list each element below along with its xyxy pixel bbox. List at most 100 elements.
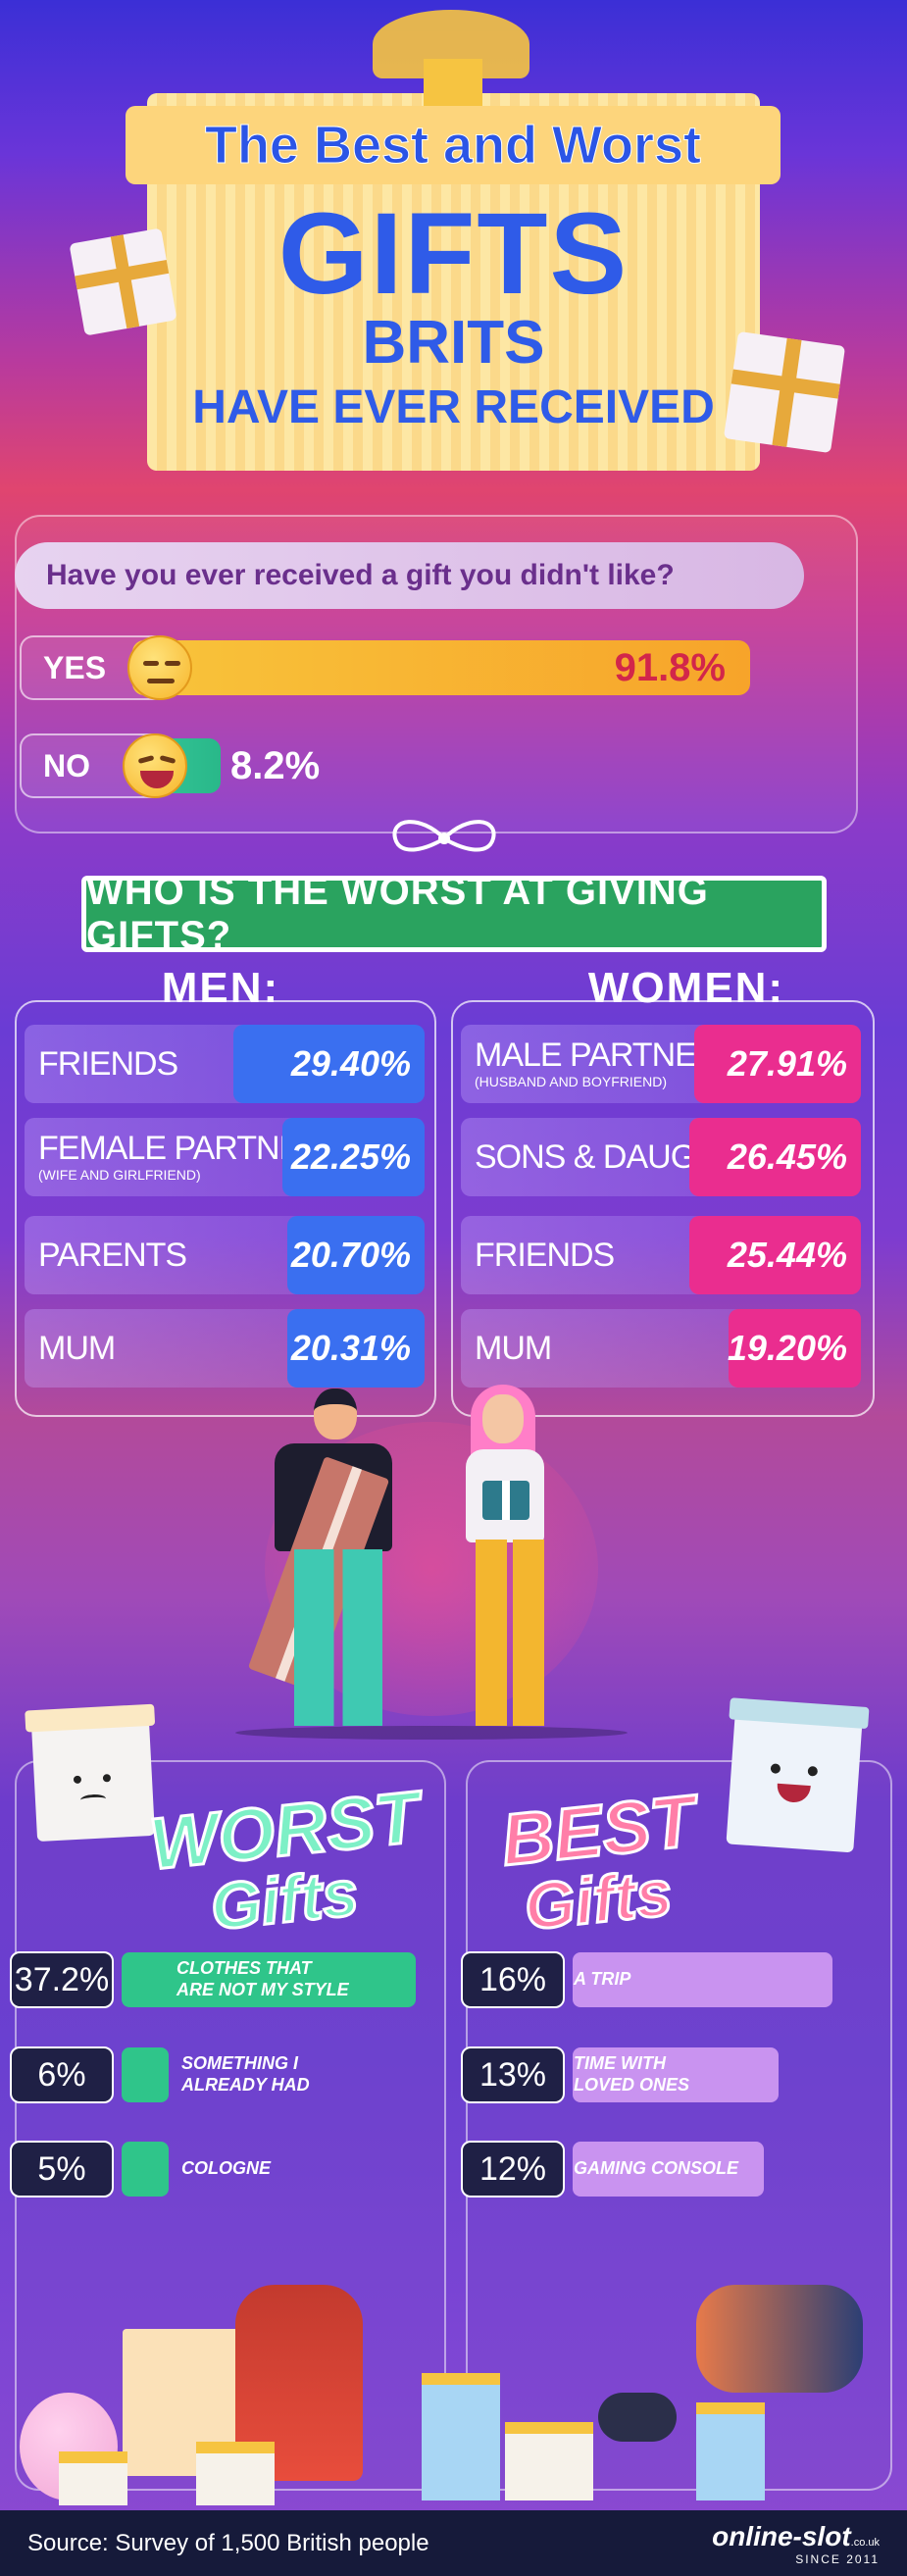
women-row: SONS & DAUGHTERS 26.45% [461, 1118, 861, 1196]
couple-illustration [696, 2285, 863, 2393]
gift-pile-illustration [20, 2285, 882, 2505]
source-text: Source: Survey of 1,500 British people [27, 2529, 429, 2556]
woman-head [482, 1394, 524, 1443]
title-line-4: HAVE EVER RECEIVED [192, 381, 715, 433]
worst_gifts-stat-bar [122, 1952, 416, 2007]
men-row-value: 22.25% [282, 1118, 425, 1196]
men-row-label: FEMALE PARTNER (WIFE AND GIRLFRIEND) [38, 1118, 325, 1196]
men-row: FRIENDS 29.40% [25, 1025, 425, 1103]
women-row-value: 19.20% [728, 1309, 861, 1388]
men-row-label: PARENTS [38, 1216, 187, 1294]
best_gifts-stat-label: GAMING CONSOLE [574, 2157, 738, 2179]
women-row: FRIENDS 25.44% [461, 1216, 861, 1294]
men-row-label: FRIENDS [38, 1025, 178, 1103]
best_gifts-stat-bar [573, 2142, 764, 2197]
women-row: MUM 19.20% [461, 1309, 861, 1388]
men-row-label-text: FRIENDS [38, 1045, 178, 1083]
men-row: MUM 20.31% [25, 1309, 425, 1388]
men-row-label-text: MUM [38, 1330, 116, 1367]
best_gifts-stat-value: 12% [461, 2141, 565, 2197]
survey-question: Have you ever received a gift you didn't… [15, 542, 804, 609]
worst-givers-header: WHO IS THE WORST AT GIVING GIFTS? [81, 870, 827, 957]
brand-tld: .co.uk [850, 2536, 880, 2549]
women-row-label: FRIENDS [475, 1216, 615, 1294]
neutral-face-icon [127, 635, 192, 700]
worst_gifts-stat-label: CLOTHES THAT ARE NOT MY STYLE [176, 1957, 349, 2000]
women-row-label-text: MUM [475, 1330, 552, 1367]
men-row-value: 20.31% [287, 1309, 425, 1388]
happy-gift-box-icon [726, 1697, 870, 1853]
yes-bar [132, 640, 750, 695]
worst-gifts-title: WORST Gifts [127, 1774, 441, 1945]
worst_gifts-stat-label-line1: CLOTHES THAT [176, 1958, 312, 1978]
laughing-face-icon [123, 733, 187, 798]
best_gifts-stat-bar [573, 2047, 779, 2102]
best_gifts-stat-label-line1: A TRIP [574, 1969, 631, 1989]
worst_gifts-stat-label: COLOGNE [181, 2157, 271, 2179]
men-row: FEMALE PARTNER (WIFE AND GIRLFRIEND) 22.25… [25, 1118, 425, 1196]
women-row-sublabel: (HUSBAND AND BOYFRIEND) [475, 1074, 668, 1089]
worst_gifts-stat-bar [122, 2047, 169, 2102]
gift-box-icon [196, 2442, 275, 2505]
worst_gifts-stat-label: SOMETHING I ALREADY HAD [181, 2052, 310, 2096]
women-row-value: 26.45% [689, 1118, 861, 1196]
women-row-value: 25.44% [689, 1216, 861, 1294]
floor-shadow [235, 1726, 628, 1740]
men-row-label: MUM [38, 1309, 116, 1388]
worst_gifts-stat-bar [122, 2142, 169, 2197]
best-gifts-title: BEST Gifts [471, 1778, 726, 1945]
women-row: MALE PARTNER (HUSBAND AND BOYFRIEND) 27.91… [461, 1025, 861, 1103]
best_gifts-stat-label-line2: LOVED ONES [574, 2075, 690, 2095]
men-row-label-text: PARENTS [38, 1237, 187, 1274]
brand-name: online-slot [712, 2520, 851, 2551]
gift-box-icon [59, 2451, 127, 2505]
woman-gift-icon [482, 1481, 529, 1520]
yes-label-text: YES [43, 649, 107, 685]
men-row-label-text: FEMALE PARTNER [38, 1130, 325, 1167]
title-line-3: BRITS [362, 309, 545, 377]
no-value: 8.2% [230, 744, 321, 787]
men-row: PARENTS 20.70% [25, 1216, 425, 1294]
men-title: MEN: [161, 964, 280, 1012]
woman-legs [476, 1540, 544, 1726]
women-row-value: 27.91% [694, 1025, 861, 1103]
women-row-label-text: MALE PARTNER [475, 1036, 720, 1074]
gift-box-icon [69, 227, 177, 336]
best_gifts-stat-label-line1: GAMING CONSOLE [574, 2158, 739, 2178]
best_gifts-stat-value: 16% [461, 1951, 565, 2008]
gift-box-icon [696, 2402, 765, 2500]
best_gifts-stat-label: TIME WITH LOVED ONES [574, 2052, 689, 2096]
brand-logo[interactable]: online-slot.co.uk SINCE 2011 [712, 2521, 880, 2566]
gift-box-icon [422, 2373, 500, 2500]
men-row-sublabel: (WIFE AND GIRLFRIEND) [38, 1167, 201, 1183]
best_gifts-stat-bar [573, 1952, 832, 2007]
women-row-label: MALE PARTNER (HUSBAND AND BOYFRIEND) [475, 1025, 720, 1103]
women-row-label-text: FRIENDS [475, 1237, 615, 1274]
best_gifts-stat-label: A TRIP [574, 1968, 630, 1990]
people-illustration [226, 1383, 637, 1755]
title-ribbon-vertical [424, 59, 482, 108]
yes-value: 91.8% [614, 646, 726, 689]
gift-box-icon [505, 2422, 593, 2500]
man-legs [294, 1549, 382, 1726]
best_gifts-stat-label-line1: TIME WITH [574, 2053, 666, 2073]
no-label-text: NO [43, 747, 90, 783]
women-row-label: MUM [475, 1309, 552, 1388]
worst_gifts-stat-label-line2: ALREADY HAD [181, 2075, 310, 2095]
men-row-value: 20.70% [287, 1216, 425, 1294]
worst_gifts-stat-value: 5% [10, 2141, 114, 2197]
title-line-1: The Best and Worst [126, 106, 781, 184]
worst_gifts-stat-label-line1: SOMETHING I [181, 2053, 299, 2073]
brand-since: SINCE 2011 [795, 2551, 880, 2566]
worst_gifts-stat-value: 37.2% [10, 1951, 114, 2008]
men-panel [15, 1000, 436, 1417]
women-title: WOMEN: [587, 964, 785, 1012]
men-row-value: 29.40% [233, 1025, 425, 1103]
worst_gifts-stat-label-line1: COLOGNE [181, 2158, 272, 2178]
bow-icon [392, 820, 496, 852]
worst_gifts-stat-value: 6% [10, 2046, 114, 2103]
worst_gifts-stat-label-line2: ARE NOT MY STYLE [176, 1980, 349, 1999]
title-line-2: GIFTS [277, 189, 630, 319]
footer: Source: Survey of 1,500 British people o… [0, 2510, 907, 2576]
game-controller-icon [598, 2393, 677, 2442]
